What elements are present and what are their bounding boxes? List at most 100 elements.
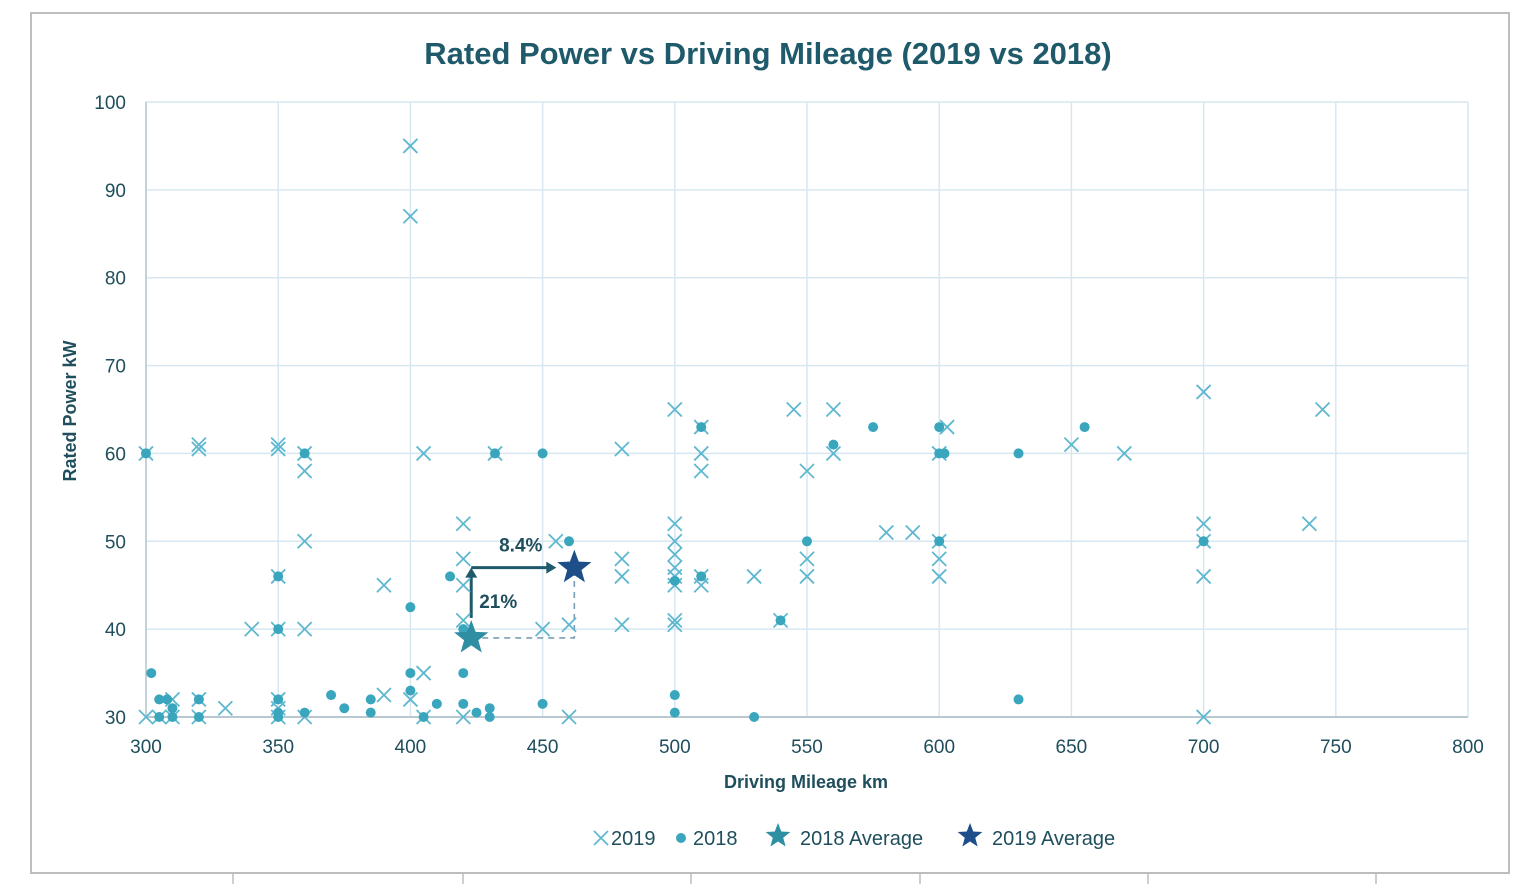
point-2019 [786,401,802,418]
point-2019 [1063,437,1080,453]
x-marker-stroke [270,441,286,457]
point-2018 [696,571,707,582]
x-marker-stroke [825,401,842,418]
point-2018 [1013,694,1024,705]
x-marker-stroke [244,621,260,637]
x-marker-stroke [614,568,630,585]
point-2019 [415,665,432,681]
y-tick-label: 100 [94,93,126,114]
x-marker-stroke [297,533,313,549]
x-marker-stroke [455,577,471,593]
legend-label-2019-average: 2019 Average [992,828,1115,850]
x-marker-stroke [455,709,471,725]
point-2018 [339,703,350,714]
x-marker-stroke [297,463,313,479]
point-2018 [273,712,284,722]
x-marker-stroke [561,617,577,633]
point-2019 [825,445,842,462]
data-points [138,138,1331,725]
x-marker-stroke [931,551,947,567]
x-marker-stroke [1314,401,1331,418]
point-2019 [1314,401,1331,418]
point-2019 [534,621,551,637]
point-2019 [191,441,207,457]
point-2018 [484,712,495,722]
x-marker-stroke [1195,384,1212,400]
point-2019 [1195,384,1212,400]
point-2019 [878,524,894,541]
y-tick-label: 70 [105,357,126,378]
legend-label-2018: 2018 [693,828,738,850]
point-2019 [297,463,313,479]
x-marker-stroke [799,463,815,479]
x-marker-stroke [1116,445,1132,462]
point-2018 [167,703,178,714]
x-marker-stroke [693,445,709,462]
point-2019 [455,709,471,725]
legend-label-2018-average: 2018 Average [800,828,923,850]
point-2019 [614,568,630,585]
point-2018 [828,439,839,450]
grid-lines [145,101,1469,718]
point-2019 [1301,516,1317,532]
x-marker-stroke [270,437,286,453]
point-2018 [537,448,548,459]
x-marker-stroke [799,568,815,585]
x-tick-label: 300 [130,737,162,758]
x-marker-stroke [376,687,392,703]
x-marker-stroke [402,208,419,224]
point-2019 [667,533,683,549]
x-marker-stroke [191,437,207,453]
x-marker-stroke [534,621,551,637]
x-marker-stroke [376,577,392,593]
point-2018 [154,694,165,705]
x-marker-stroke [667,617,683,633]
x-marker-stroke [614,617,630,633]
point-2018 [669,575,680,586]
y-tick-label: 90 [105,181,126,202]
point-2019 [402,138,419,154]
legend-item-2018-average: 2018 Average [765,823,923,850]
point-2018 [273,624,284,635]
legend-dot [676,833,686,843]
point-2019 [825,401,842,418]
y-tick-label: 60 [105,444,126,465]
point-2018 [141,448,151,459]
point-2019 [905,524,921,541]
x-marker-stroke [746,568,762,585]
point-2019 [1116,445,1132,462]
annotation-power-change: 21% [479,592,517,613]
point-2018 [418,712,429,722]
point-2018 [934,536,945,547]
point-2019 [667,617,683,633]
point-2018 [365,694,376,705]
point-2019 [402,691,419,708]
point-2019 [667,401,683,418]
point-2018 [1079,422,1090,433]
point-2019 [614,441,630,457]
chart-title: Rated Power vs Driving Mileage (2019 vs … [424,36,1111,71]
x-marker-stroke [402,691,419,708]
point-2018 [775,615,786,626]
legend-item-2019-average: 2019 Average [957,823,1115,850]
x-tick-label: 600 [923,737,955,758]
x-marker-stroke [693,577,709,593]
point-2019 [614,551,630,567]
point-2018 [146,668,157,679]
point-2018 [162,694,173,705]
point-2019 [455,516,471,532]
point-2018 [868,422,879,433]
point-2018 [939,448,950,459]
point-2019 [415,445,432,462]
x-tick-label: 800 [1452,737,1484,758]
x-marker-stroke [1195,568,1212,585]
x-marker-stroke [455,551,471,567]
point-2019 [799,551,815,567]
point-2018 [669,707,680,718]
point-2019 [746,568,762,585]
point-2018 [490,448,501,459]
axes [145,102,1468,884]
point-2019 [244,621,260,637]
point-2019 [614,617,630,633]
